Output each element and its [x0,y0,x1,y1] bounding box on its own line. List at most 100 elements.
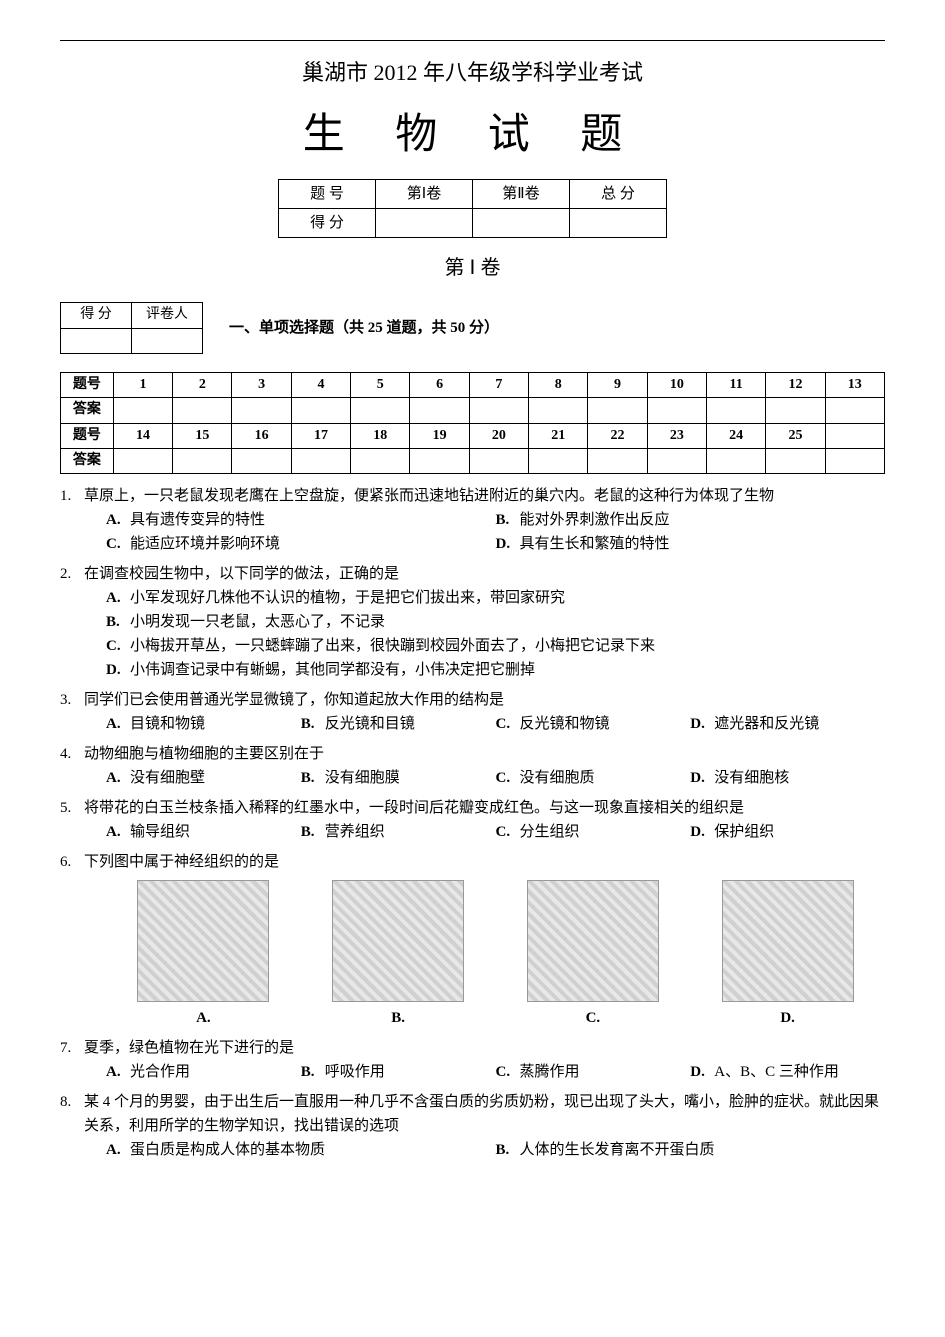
option-letter: B. [301,766,325,790]
question-number: 1. [60,484,84,508]
option-text: 小梅拔开草丛，一只蟋蟀蹦了出来，很快蹦到校园外面去了，小梅把它记录下来 [130,634,655,658]
tissue-image-placeholder [137,880,269,1002]
options: A.光合作用B.呼吸作用C.蒸腾作用D.A、B、C 三种作用 [106,1060,885,1084]
num-cell: 15 [173,423,232,448]
ans-cell [706,398,765,423]
option-letter: A. [106,1060,130,1084]
score-cell [570,209,667,238]
image-options-row: A.B.C.D. [106,880,885,1030]
ans-cell [469,448,528,473]
ans-cell [113,398,172,423]
option-text: 蒸腾作用 [520,1060,580,1084]
option: B.没有细胞膜 [301,766,496,790]
ans-cell [825,448,884,473]
num-cell: 16 [232,423,291,448]
option: D.保护组织 [690,820,885,844]
option: D.小伟调查记录中有蜥蜴，其他同学都没有，小伟决定把它删掉 [106,658,885,682]
score-col-p2: 第Ⅱ卷 [473,180,570,209]
ans-cell [529,398,588,423]
option: C.反光镜和物镜 [496,712,691,736]
option: A.光合作用 [106,1060,301,1084]
option-text: 没有细胞质 [520,766,595,790]
marker-score-label: 得 分 [61,303,132,328]
ans-cell [706,448,765,473]
option-letter: B. [301,712,325,736]
score-col-label: 题 号 [279,180,376,209]
options: A.小军发现好几株他不认识的植物，于是把它们拔出来，带回家研究B.小明发现一只老… [106,586,885,682]
score-col-p1: 第Ⅰ卷 [376,180,473,209]
tissue-image-placeholder [332,880,464,1002]
option-letter: A. [106,820,130,844]
option: B.能对外界刺激作出反应 [496,508,886,532]
option: D.遮光器和反光镜 [690,712,885,736]
image-option-label: A. [196,1006,211,1030]
num-cell: 11 [706,372,765,397]
score-col-total: 总 分 [570,180,667,209]
option-text: 没有细胞壁 [130,766,205,790]
questions-container: 1.草原上，一只老鼠发现老鹰在上空盘旋，便紧张而迅速地钻进附近的巢穴内。老鼠的这… [60,484,885,1162]
num-cell: 24 [706,423,765,448]
main-title: 生 物 试 题 [60,102,885,169]
option: B.反光镜和目镜 [301,712,496,736]
question: 4.动物细胞与植物细胞的主要区别在于A.没有细胞壁B.没有细胞膜C.没有细胞质D… [60,742,885,790]
option-letter: A. [106,508,130,532]
score-cell [473,209,570,238]
ans-cell [529,448,588,473]
option-text: 具有遗传变异的特性 [130,508,265,532]
option-text: 分生组织 [520,820,580,844]
question-number: 2. [60,562,84,586]
question-text: 夏季，绿色植物在光下进行的是 [84,1036,294,1060]
num-cell: 4 [291,372,350,397]
option: A.输导组织 [106,820,301,844]
option-text: A、B、C 三种作用 [714,1060,839,1084]
question-stem: 8.某 4 个月的男婴，由于出生后一直服用一种几乎不含蛋白质的劣质奶粉，现已出现… [60,1090,885,1138]
option-letter: B. [301,820,325,844]
option: D.A、B、C 三种作用 [690,1060,885,1084]
num-cell [825,423,884,448]
num-cell: 25 [766,423,825,448]
option-text: 人体的生长发育离不开蛋白质 [520,1138,715,1162]
num-cell: 9 [588,372,647,397]
image-option: B. [332,880,464,1030]
num-cell: 10 [647,372,706,397]
answer-grid: 题号 1 2 3 4 5 6 7 8 9 10 11 12 13 答案 题号 1… [60,372,885,475]
part1-instruction: 一、单项选择题（共 25 道题，共 50 分） [229,316,499,340]
num-cell: 12 [766,372,825,397]
option-text: 遮光器和反光镜 [714,712,819,736]
option-letter: B. [301,1060,325,1084]
question-text: 动物细胞与植物细胞的主要区别在于 [84,742,324,766]
num-cell: 13 [825,372,884,397]
option-text: 没有细胞膜 [325,766,400,790]
option-letter: D. [690,820,714,844]
question-stem: 3.同学们已会使用普通光学显微镜了，你知道起放大作用的结构是 [60,688,885,712]
option: A.没有细胞壁 [106,766,301,790]
num-cell: 18 [351,423,410,448]
question-number: 4. [60,742,84,766]
ans-cell [588,398,647,423]
option-text: 输导组织 [130,820,190,844]
options: A.具有遗传变异的特性B.能对外界刺激作出反应C.能适应环境并影响环境D.具有生… [106,508,885,556]
question-stem: 6.下列图中属于神经组织的的是 [60,850,885,874]
option-text: 保护组织 [714,820,774,844]
option-text: 反光镜和物镜 [520,712,610,736]
ans-cell [647,398,706,423]
num-cell: 8 [529,372,588,397]
option-text: 蛋白质是构成人体的基本物质 [130,1138,325,1162]
question: 5.将带花的白玉兰枝条插入稀释的红墨水中，一段时间后花瓣变成红色。与这一现象直接… [60,796,885,844]
question-stem: 7.夏季，绿色植物在光下进行的是 [60,1036,885,1060]
options: A.没有细胞壁B.没有细胞膜C.没有细胞质D.没有细胞核 [106,766,885,790]
question-stem: 4.动物细胞与植物细胞的主要区别在于 [60,742,885,766]
marker-cell [132,328,203,353]
answer-grid-row: 题号 1 2 3 4 5 6 7 8 9 10 11 12 13 [61,372,885,397]
marker-row: 得 分 评卷人 一、单项选择题（共 25 道题，共 50 分） [60,302,885,353]
num-cell: 20 [469,423,528,448]
ans-cell [647,448,706,473]
question-text: 某 4 个月的男婴，由于出生后一直服用一种几乎不含蛋白质的劣质奶粉，现已出现了头… [84,1090,885,1138]
row-label: 题号 [61,372,114,397]
option: C.能适应环境并影响环境 [106,532,496,556]
option-letter: D. [690,766,714,790]
answer-grid-row: 答案 [61,398,885,423]
question-text: 草原上，一只老鼠发现老鹰在上空盘旋，便紧张而迅速地钻进附近的巢穴内。老鼠的这种行… [84,484,774,508]
num-cell: 19 [410,423,469,448]
num-cell: 23 [647,423,706,448]
